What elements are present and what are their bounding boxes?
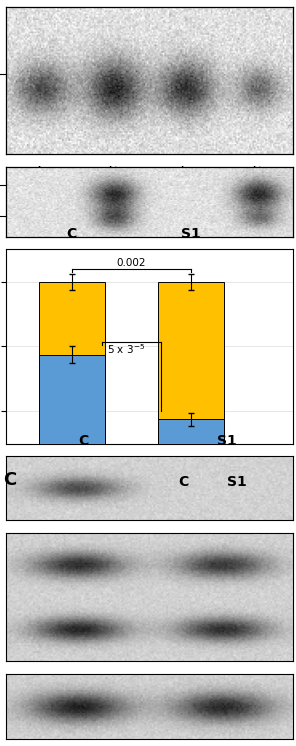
Text: 0.002: 0.002 <box>117 258 146 268</box>
Bar <box>39 281 104 444</box>
Text: 5 x 3$^{-5}$: 5 x 3$^{-5}$ <box>107 342 145 357</box>
Text: C: C <box>178 474 189 489</box>
Text: A⁻: A⁻ <box>179 166 192 176</box>
Text: S1: S1 <box>227 474 247 489</box>
Text: S1: S1 <box>181 228 201 242</box>
Text: A⁺: A⁺ <box>251 166 263 176</box>
Text: S1: S1 <box>217 434 237 448</box>
Bar <box>158 419 224 444</box>
Text: S1: S1 <box>213 195 230 209</box>
Bar <box>39 354 104 444</box>
Text: C: C <box>3 471 16 489</box>
Text: C: C <box>78 434 89 448</box>
Text: C: C <box>67 228 77 242</box>
Text: A⁻: A⁻ <box>36 166 48 176</box>
Text: C: C <box>73 195 82 209</box>
Text: A⁺: A⁺ <box>107 166 120 176</box>
Bar <box>158 281 224 444</box>
